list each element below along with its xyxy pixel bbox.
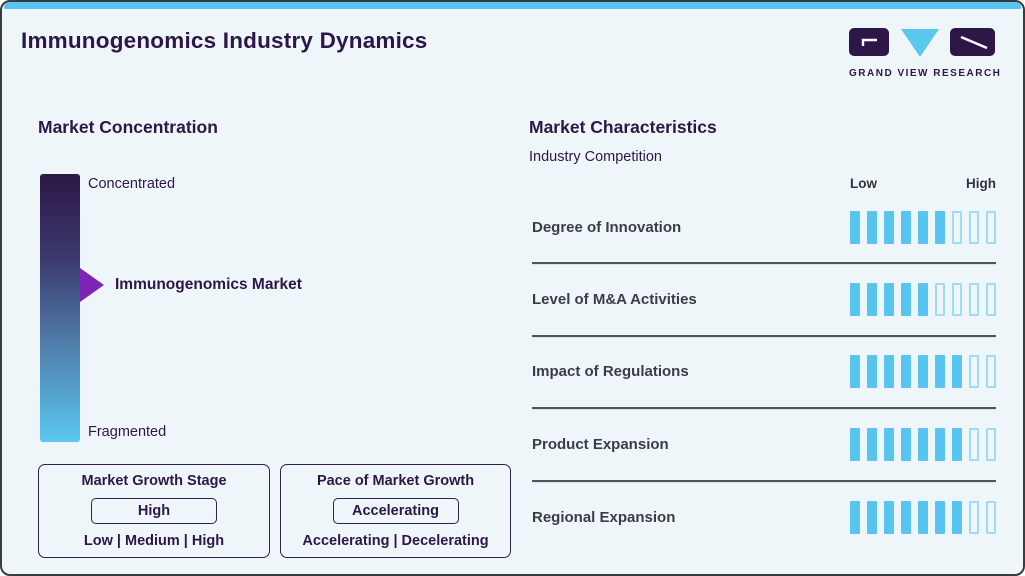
rating-segment-filled: [952, 501, 962, 535]
rating-segment-filled: [918, 283, 928, 317]
rating-segment-filled: [952, 355, 962, 389]
rating-segment-filled: [901, 355, 911, 389]
growth-stage-options: Low | Medium | High: [83, 533, 225, 549]
market-growth-stage-box: Market Growth Stage High Low | Medium | …: [38, 464, 270, 558]
growth-stage-title: Market Growth Stage: [81, 473, 227, 489]
rating-segment-filled: [901, 501, 911, 535]
logo-r-glyph: [960, 35, 988, 50]
rating-segment-empty: [986, 210, 996, 244]
rating-segment-filled: [867, 427, 877, 461]
rating-segment-filled: [901, 427, 911, 461]
rating-segment-empty: [969, 210, 979, 244]
rating-segment-filled: [935, 210, 945, 244]
rating-segment-filled: [952, 427, 962, 461]
rating-segment-filled: [918, 501, 928, 535]
rating-segment-empty: [969, 283, 979, 317]
pace-value: Accelerating: [332, 498, 459, 524]
gvr-logo: GRAND VIEW RESEARCH: [849, 27, 1002, 79]
rating-segment-empty: [969, 501, 979, 535]
pace-title: Pace of Market Growth: [316, 473, 475, 489]
page-title: Immunogenomics Industry Dynamics: [21, 28, 428, 53]
concentration-marker: Immunogenomics Market: [80, 268, 302, 303]
rating-segment-filled: [884, 427, 894, 461]
rating-segment-empty: [986, 501, 996, 535]
characteristic-row: Regional Expansion: [532, 482, 996, 554]
market-characteristics-heading: Market Characteristics: [529, 117, 717, 137]
rating-bar: [850, 210, 996, 244]
concentration-gradient-bar: [40, 174, 80, 442]
characteristic-label: Regional Expansion: [532, 509, 676, 527]
rating-segment-filled: [935, 427, 945, 461]
characteristics-rows: Degree of Innovation Level of M&A Activit…: [532, 192, 996, 554]
market-concentration-heading: Market Concentration: [38, 117, 218, 137]
rating-segment-filled: [935, 501, 945, 535]
characteristic-row: Product Expansion: [532, 409, 996, 482]
rating-segment-empty: [952, 210, 962, 244]
rating-segment-empty: [952, 283, 962, 317]
brand-name: GRAND VIEW RESEARCH: [849, 68, 1002, 79]
scale-low-label: Low: [850, 176, 877, 191]
rating-segment-filled: [850, 501, 860, 535]
characteristic-label: Level of M&A Activities: [532, 291, 697, 309]
pace-options: Accelerating | Decelerating: [302, 533, 489, 549]
rating-segment-filled: [935, 355, 945, 389]
rating-segment-filled: [867, 501, 877, 535]
rating-bar: [850, 283, 996, 317]
concentration-marker-area: Immunogenomics Market: [80, 174, 420, 442]
market-marker-label: Immunogenomics Market: [115, 276, 302, 294]
rating-segment-filled: [850, 210, 860, 244]
rating-segment-filled: [867, 283, 877, 317]
characteristic-row: Impact of Regulations: [532, 337, 996, 410]
rating-segment-filled: [867, 210, 877, 244]
rating-bar: [850, 427, 996, 461]
rating-segment-empty: [986, 355, 996, 389]
logo-down-triangle-icon: [901, 29, 939, 57]
rating-segment-filled: [884, 210, 894, 244]
rating-segment-filled: [867, 355, 877, 389]
rating-segment-filled: [918, 427, 928, 461]
rating-segment-filled: [850, 427, 860, 461]
characteristic-row: Degree of Innovation: [532, 192, 996, 265]
rating-segment-empty: [935, 283, 945, 317]
rating-segment-filled: [918, 355, 928, 389]
characteristic-row: Level of M&A Activities: [532, 264, 996, 337]
characteristic-label: Product Expansion: [532, 435, 669, 453]
rating-segment-filled: [884, 283, 894, 317]
rating-segment-filled: [850, 355, 860, 389]
rating-segment-filled: [850, 283, 860, 317]
rating-segment-empty: [969, 427, 979, 461]
rating-segment-filled: [884, 501, 894, 535]
rating-segment-filled: [884, 355, 894, 389]
rating-segment-empty: [969, 355, 979, 389]
fragmented-label: Fragmented: [88, 424, 167, 440]
logo-g-glyph: [861, 38, 877, 46]
industry-competition-subheading: Industry Competition: [529, 149, 662, 165]
characteristic-label: Degree of Innovation: [532, 218, 682, 236]
rating-segment-empty: [986, 283, 996, 317]
logo-left-block: [849, 28, 889, 56]
characteristic-label: Impact of Regulations: [532, 363, 689, 381]
top-accent-strip: [4, 2, 1021, 9]
scale-header: Low High: [850, 176, 996, 191]
rating-segment-empty: [986, 427, 996, 461]
growth-stage-value: High: [91, 498, 217, 524]
pace-of-growth-box: Pace of Market Growth Accelerating Accel…: [280, 464, 511, 558]
gvr-logo-mark: [849, 28, 995, 57]
rating-bar: [850, 355, 996, 389]
rating-segment-filled: [901, 283, 911, 317]
rating-segment-filled: [918, 210, 928, 244]
right-arrow-icon: [80, 268, 104, 303]
rating-segment-filled: [901, 210, 911, 244]
concentrated-label: Concentrated: [88, 176, 176, 192]
scale-high-label: High: [966, 176, 996, 191]
rating-bar: [850, 501, 996, 535]
